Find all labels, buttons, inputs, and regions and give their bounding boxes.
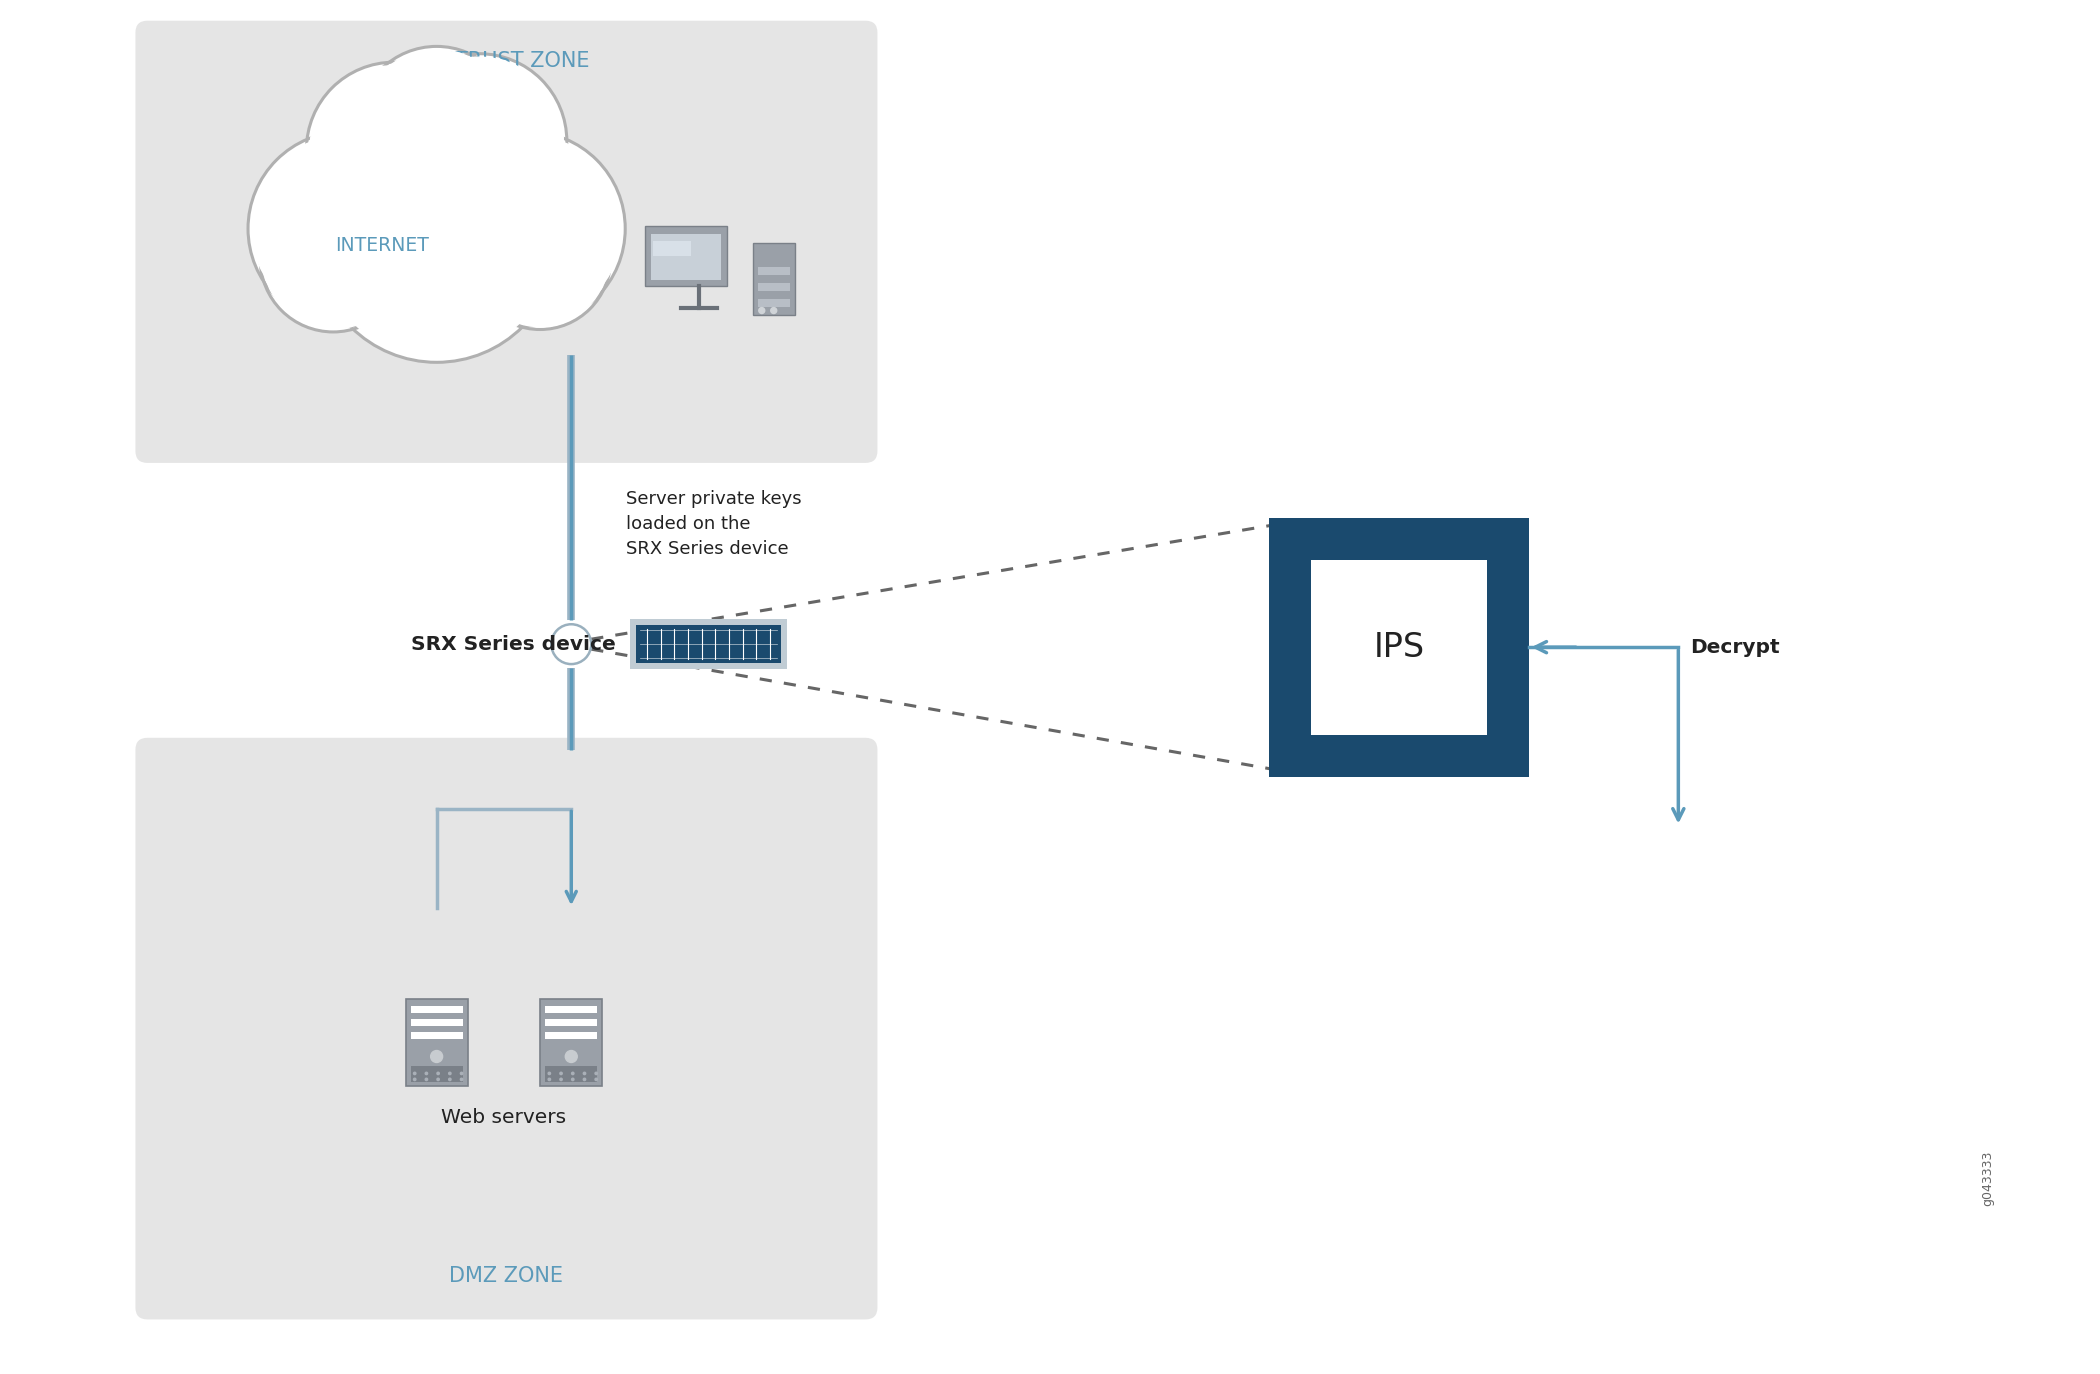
Circle shape	[758, 308, 764, 313]
Circle shape	[315, 120, 559, 363]
FancyBboxPatch shape	[1268, 518, 1529, 776]
Circle shape	[430, 1051, 443, 1062]
Circle shape	[414, 1072, 416, 1074]
Text: Web servers: Web servers	[441, 1107, 567, 1127]
Circle shape	[594, 1079, 596, 1080]
FancyBboxPatch shape	[645, 225, 727, 286]
Circle shape	[561, 1079, 563, 1080]
Circle shape	[260, 185, 405, 333]
FancyBboxPatch shape	[752, 243, 794, 315]
FancyBboxPatch shape	[546, 1006, 596, 1013]
FancyBboxPatch shape	[758, 283, 790, 291]
Circle shape	[430, 132, 626, 326]
Text: Decrypt: Decrypt	[1690, 638, 1781, 657]
Text: DMZ ZONE: DMZ ZONE	[449, 1265, 563, 1286]
Circle shape	[571, 1079, 573, 1080]
Circle shape	[435, 136, 622, 322]
FancyBboxPatch shape	[758, 298, 790, 306]
FancyBboxPatch shape	[412, 1006, 462, 1013]
Circle shape	[361, 49, 512, 201]
Circle shape	[460, 1072, 462, 1074]
Circle shape	[414, 1079, 416, 1080]
FancyBboxPatch shape	[653, 240, 691, 256]
Circle shape	[472, 191, 607, 327]
Circle shape	[460, 1079, 462, 1080]
Circle shape	[357, 47, 517, 205]
Circle shape	[424, 1079, 428, 1080]
Text: IPS: IPS	[1373, 631, 1424, 664]
Circle shape	[307, 62, 481, 238]
FancyBboxPatch shape	[546, 1018, 596, 1025]
Circle shape	[548, 1079, 550, 1080]
FancyBboxPatch shape	[134, 21, 878, 463]
FancyBboxPatch shape	[540, 999, 603, 1087]
Circle shape	[771, 308, 777, 313]
FancyBboxPatch shape	[630, 620, 788, 669]
Circle shape	[437, 1079, 439, 1080]
FancyBboxPatch shape	[758, 267, 790, 275]
Text: g043333: g043333	[1980, 1150, 1995, 1206]
Circle shape	[571, 1072, 573, 1074]
Circle shape	[449, 1072, 452, 1074]
FancyBboxPatch shape	[1310, 559, 1487, 735]
FancyBboxPatch shape	[412, 1066, 462, 1083]
FancyBboxPatch shape	[412, 1018, 462, 1025]
FancyBboxPatch shape	[546, 1032, 596, 1039]
Text: SRX Series device: SRX Series device	[412, 635, 615, 654]
Circle shape	[548, 1072, 550, 1074]
Circle shape	[594, 1072, 596, 1074]
Circle shape	[252, 136, 439, 322]
FancyBboxPatch shape	[405, 999, 468, 1087]
Circle shape	[561, 1072, 563, 1074]
Text: INTERNET: INTERNET	[334, 236, 428, 256]
Text: Server private keys
loaded on the
SRX Series device: Server private keys loaded on the SRX Se…	[626, 489, 802, 558]
Circle shape	[449, 1079, 452, 1080]
FancyBboxPatch shape	[134, 738, 878, 1319]
Circle shape	[470, 188, 611, 330]
FancyBboxPatch shape	[412, 1032, 462, 1039]
Circle shape	[584, 1079, 586, 1080]
Circle shape	[437, 1072, 439, 1074]
Text: UNTRUST ZONE: UNTRUST ZONE	[424, 51, 590, 70]
Circle shape	[319, 124, 554, 357]
FancyBboxPatch shape	[636, 625, 781, 664]
Circle shape	[424, 1072, 428, 1074]
Circle shape	[395, 58, 563, 225]
Circle shape	[391, 54, 567, 228]
Circle shape	[311, 66, 479, 234]
Circle shape	[565, 1051, 578, 1062]
FancyBboxPatch shape	[546, 1066, 596, 1083]
FancyBboxPatch shape	[651, 234, 720, 280]
Circle shape	[584, 1072, 586, 1074]
Circle shape	[248, 132, 443, 326]
Circle shape	[262, 190, 403, 328]
